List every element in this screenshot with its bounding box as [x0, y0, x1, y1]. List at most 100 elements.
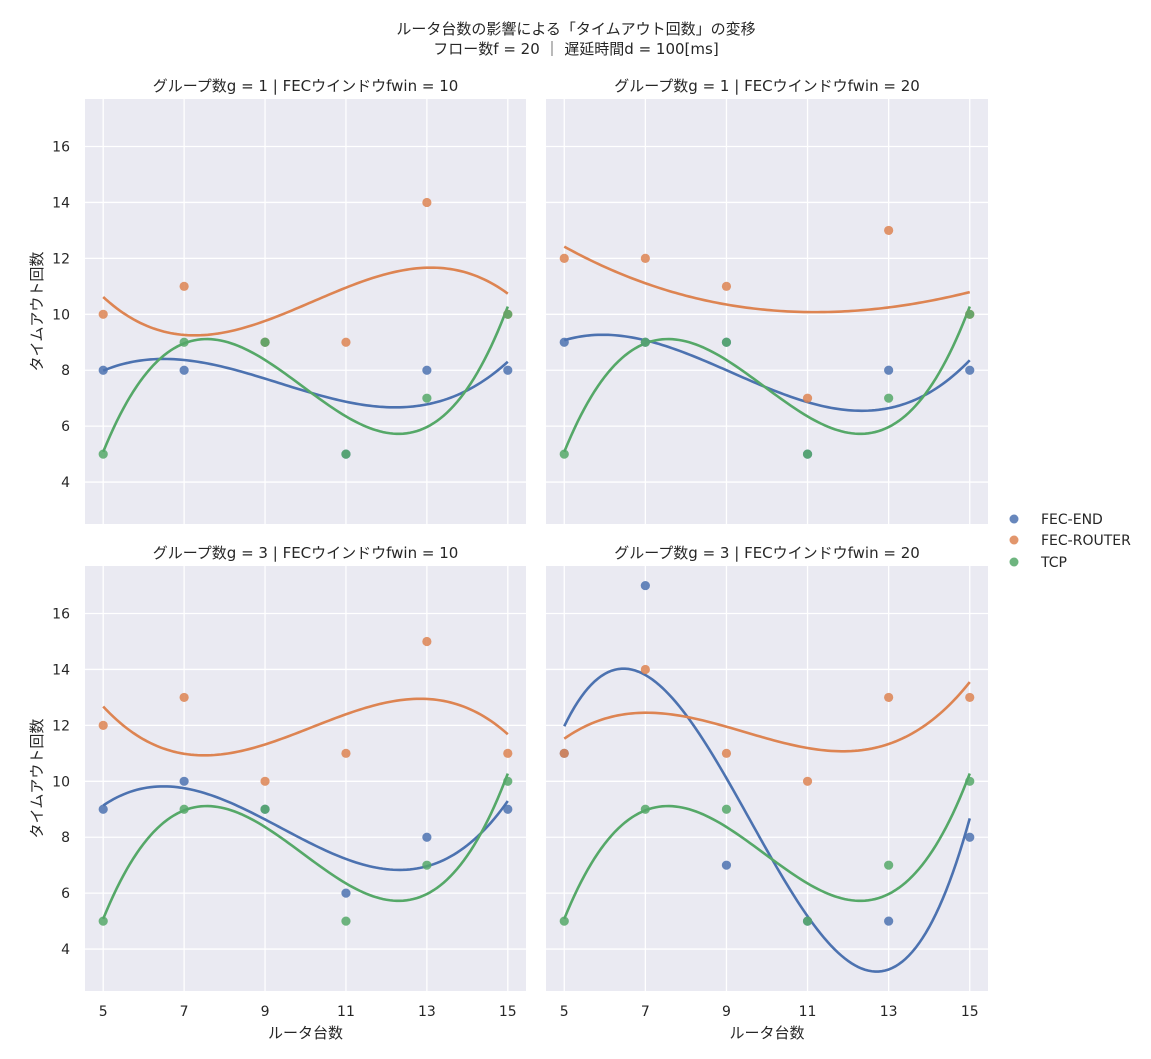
point-tcp — [884, 860, 894, 870]
point-fec-end — [721, 860, 732, 870]
y-tick-label: 6 — [61, 419, 70, 435]
point-fec-end — [98, 365, 108, 375]
point-tcp — [884, 393, 894, 403]
panel-title: グループ数g = 3 | FECウインドウfwin = 20 — [614, 544, 920, 562]
x-axis-label: ルータ台数 — [268, 1024, 343, 1042]
point-fec-router — [98, 309, 108, 319]
point-fec-end — [559, 337, 569, 347]
point-tcp — [260, 337, 270, 347]
point-fec-router — [884, 225, 894, 236]
fit-line-tcp — [563, 306, 971, 453]
point-fec-end — [503, 804, 513, 814]
point-tcp — [965, 776, 975, 786]
y-axis-label: タイムアウト回数 — [28, 252, 46, 372]
fit-line-tcp — [102, 306, 510, 453]
y-tick-label: 14 — [52, 195, 70, 211]
point-fec-router — [503, 748, 513, 758]
x-tick-label: 11 — [337, 1004, 355, 1020]
x-axis-label: ルータ台数 — [729, 1024, 804, 1042]
panel-title: グループ数g = 1 | FECウインドウfwin = 10 — [153, 77, 459, 95]
y-tick-label: 4 — [61, 475, 70, 491]
chart-panels: グループ数g = 1 | FECウインドウfwin = 10 4 6 8 10 12 14 1… — [28, 77, 988, 1042]
point-tcp — [341, 916, 351, 926]
point-fec-router — [721, 281, 732, 291]
y-tick-label: 12 — [52, 251, 70, 267]
point-fec-router — [260, 776, 270, 786]
point-tcp — [640, 804, 650, 814]
point-fec-router — [98, 720, 108, 730]
fit-line-fec-router — [563, 245, 971, 314]
point-tcp — [503, 776, 513, 786]
point-fec-router — [640, 253, 650, 263]
point-fec-router — [422, 636, 432, 647]
panel-1: グループ数g = 1 | FECウインドウfwin = 10 4 6 8 10 12 14 1… — [28, 77, 526, 524]
point-fec-router — [802, 776, 813, 786]
x-tick-label: 13 — [880, 1004, 898, 1020]
point-tcp — [721, 804, 732, 814]
y-tick-label: 10 — [52, 774, 70, 790]
point-fec-router — [341, 748, 351, 758]
point-fec-router — [965, 692, 975, 703]
point-fec-end — [640, 580, 650, 591]
point-tcp — [503, 309, 513, 319]
point-fec-end — [98, 804, 108, 814]
point-tcp — [98, 449, 108, 459]
point-fec-router — [422, 197, 432, 208]
x-tick-label: 15 — [499, 1004, 517, 1020]
point-fec-router — [179, 692, 189, 703]
x-tick-label: 7 — [641, 1004, 650, 1020]
panel-title: グループ数g = 1 | FECウインドウfwin = 20 — [614, 77, 920, 95]
legend-marker-fec-end — [1009, 514, 1019, 524]
x-tick-label: 5 — [560, 1004, 569, 1020]
y-tick-label: 12 — [52, 718, 70, 734]
figure-title-line2: フロー数f = 20 ｜ 遅延時間d = 100[ms] — [433, 40, 718, 58]
panel-background — [85, 99, 526, 524]
point-fec-end — [179, 365, 189, 375]
point-fec-router — [884, 692, 894, 703]
panel-3: グループ数g = 3 | FECウインドウfwin = 10 4 6 8 10 12 14 1… — [28, 544, 526, 1042]
point-fec-end — [422, 832, 432, 842]
point-fec-end — [503, 365, 513, 375]
legend-label-fec-router: FEC-ROUTER — [1041, 533, 1131, 549]
panel-title: グループ数g = 3 | FECウインドウfwin = 10 — [153, 544, 459, 562]
fit-line-tcp — [563, 773, 971, 920]
y-tick-label: 14 — [52, 662, 70, 678]
fit-line-fec-end — [102, 785, 509, 872]
point-fec-router — [559, 748, 569, 758]
point-tcp — [802, 916, 813, 926]
point-fec-router — [640, 664, 650, 675]
legend: FEC-END FEC-ROUTER TCP — [1009, 512, 1131, 571]
point-fec-end — [422, 365, 432, 375]
point-tcp — [179, 337, 189, 347]
fit-line-fec-end — [102, 357, 509, 409]
point-fec-router — [341, 337, 351, 347]
fit-line-fec-router — [102, 697, 509, 757]
legend-marker-fec-router — [1009, 535, 1019, 545]
x-tick-label: 9 — [722, 1004, 731, 1020]
panel-background — [546, 566, 988, 991]
y-tick-label: 4 — [61, 942, 70, 958]
point-tcp — [559, 916, 569, 926]
point-fec-router — [802, 393, 813, 403]
point-tcp — [422, 393, 432, 403]
legend-marker-tcp — [1009, 557, 1019, 567]
y-axis-label: タイムアウト回数 — [28, 719, 46, 839]
point-fec-end — [341, 888, 351, 898]
y-tick-label: 16 — [52, 140, 70, 156]
fit-line-tcp — [102, 773, 510, 920]
y-tick-label: 8 — [61, 363, 70, 379]
fit-line-fec-end — [563, 667, 972, 973]
point-fec-end — [884, 916, 894, 926]
panel-background — [546, 99, 988, 524]
y-tick-label: 6 — [61, 886, 70, 902]
x-tick-label: 7 — [180, 1004, 189, 1020]
y-tick-label: 10 — [52, 307, 70, 323]
panel-2: グループ数g = 1 | FECウインドウfwin = 20 — [546, 77, 988, 524]
point-tcp — [422, 860, 432, 870]
x-tick-label: 9 — [261, 1004, 270, 1020]
panel-background — [85, 566, 526, 991]
x-tick-label: 15 — [961, 1004, 979, 1020]
point-fec-end — [965, 365, 975, 375]
fit-line-fec-router — [102, 266, 509, 337]
